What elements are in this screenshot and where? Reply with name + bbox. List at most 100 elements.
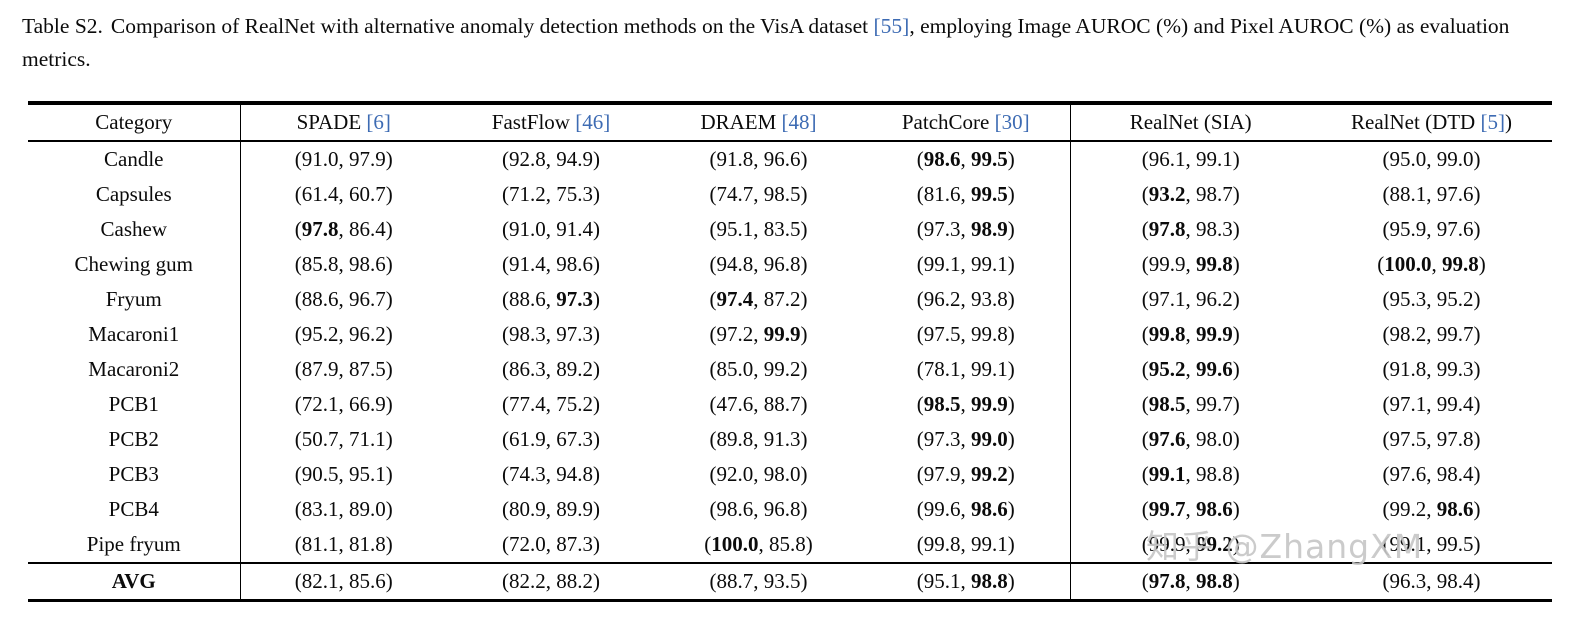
citation-ref[interactable]: [48] (781, 110, 817, 135)
value-cell: (99.1, 99.5) (1382, 532, 1481, 557)
value-cell: (99.9, 99.8) (1141, 252, 1240, 277)
value-cell: (97.4, 87.2) (709, 287, 808, 312)
pixel-auroc-value: 86.4 (349, 217, 386, 242)
value-cell: (98.5, 99.7) (1141, 392, 1240, 417)
image-auroc-value: 86.3 (509, 357, 546, 382)
image-auroc-value: 97.8 (1148, 569, 1186, 594)
category-cell: Macaroni2 (28, 352, 241, 388)
caption-text-after-ref: , employing Image AUROC (%) and Pixel AU… (22, 14, 1510, 71)
image-auroc-value: 97.5 (923, 322, 961, 347)
category-cell: Capsules (28, 177, 241, 213)
category-cell: Candle (28, 141, 241, 178)
category-cell: Chewing gum (28, 247, 241, 283)
value-cell: (96.1, 99.1) (1141, 147, 1240, 172)
column-header-label: DRAEM (700, 110, 782, 135)
value-cell: (91.8, 99.3) (1382, 357, 1481, 382)
category-cell: PCB3 (28, 457, 241, 493)
image-auroc-value: 97.8 (1148, 217, 1186, 242)
value-cell: (99.2, 98.6) (1382, 497, 1481, 522)
category-cell: Pipe fryum (28, 527, 241, 564)
pixel-auroc-value: 99.5 (1436, 532, 1474, 557)
table-caption: Table S2. Comparison of RealNet with alte… (0, 0, 1560, 75)
value-cell: (98.6, 99.5) (862, 141, 1071, 178)
pixel-auroc-value: 99.4 (1436, 392, 1474, 417)
image-auroc-value: 50.7 (301, 427, 339, 452)
image-auroc-value: 97.1 (1148, 287, 1186, 312)
category-cell: PCB1 (28, 387, 241, 423)
pixel-auroc-value: 97.6 (1436, 182, 1474, 207)
pixel-auroc-value: 99.0 (971, 427, 1008, 452)
pixel-auroc-value: 89.2 (556, 357, 593, 382)
image-auroc-value: 97.2 (716, 322, 754, 347)
table-row: PCB2 (50.7, 71.1) (61.9, 67.3) (89.8, 91.3)… (28, 422, 1552, 458)
table-row-avg: AVG (82.1, 85.6) (82.2, 88.2) (88.7, 93.5)(… (28, 562, 1552, 601)
image-auroc-value: 72.1 (301, 392, 339, 417)
citation-ref[interactable]: [30] (994, 110, 1030, 135)
category-cell: AVG (28, 562, 241, 601)
citation-ref[interactable]: [46] (575, 110, 611, 135)
pixel-auroc-value: 96.7 (349, 287, 386, 312)
value-cell: (77.4, 75.2) (502, 392, 600, 417)
value-cell: (97.5, 97.8) (1382, 427, 1481, 452)
pixel-auroc-value: 99.0 (1436, 147, 1474, 172)
value-cell: (71.2, 75.3) (502, 182, 600, 207)
value-cell: (88.1, 97.6) (1382, 182, 1481, 207)
image-auroc-value: 97.4 (716, 287, 754, 312)
value-cell: (97.3, 99.0) (862, 422, 1071, 458)
image-auroc-value: 99.8 (1148, 322, 1186, 347)
pixel-auroc-value: 99.8 (1196, 252, 1233, 277)
category-cell: Cashew (28, 212, 241, 248)
image-auroc-value: 100.0 (711, 532, 759, 557)
value-cell: (91.0, 91.4) (502, 217, 600, 242)
value-cell: (100.0, 99.8) (1377, 252, 1486, 277)
table-row: Chewing gum (85.8, 98.6) (91.4, 98.6) (94.8… (28, 247, 1552, 283)
pixel-auroc-value: 94.8 (556, 462, 593, 487)
value-cell: (97.5, 99.8) (862, 317, 1071, 353)
pixel-auroc-value: 99.6 (1196, 357, 1233, 382)
pixel-auroc-value: 97.6 (1436, 217, 1474, 242)
image-auroc-value: 82.1 (301, 569, 339, 594)
pixel-auroc-value: 96.6 (763, 147, 801, 172)
pixel-auroc-value: 87.3 (556, 532, 593, 557)
image-auroc-value: 81.1 (301, 532, 339, 557)
citation-ref[interactable]: [5] (1480, 110, 1505, 135)
column-header-label: Category (95, 110, 173, 135)
column-header-label: SPADE (296, 110, 367, 135)
pixel-auroc-value: 98.6 (556, 252, 593, 277)
pixel-auroc-value: 87.5 (349, 357, 386, 382)
image-auroc-value: 61.9 (509, 427, 546, 452)
image-auroc-value: 82.2 (509, 569, 546, 594)
image-auroc-value: 96.2 (923, 287, 961, 312)
value-cell: (97.3, 98.9) (862, 212, 1071, 248)
value-cell: (74.3, 94.8) (502, 462, 600, 487)
table-row: Cashew (97.8, 86.4) (91.0, 91.4) (95.1, 83.… (28, 212, 1552, 248)
pixel-auroc-value: 88.2 (556, 569, 593, 594)
table-row: Fryum (88.6, 96.7) (88.6, 97.3) (97.4, 87.2… (28, 282, 1552, 318)
column-header-realnet-sia: RealNet (SIA) (1070, 103, 1311, 143)
column-header-spade: SPADE [6] (240, 103, 447, 143)
pixel-auroc-value: 99.1 (971, 252, 1008, 277)
column-header-label: RealNet (DTD (1351, 110, 1481, 135)
pixel-auroc-value: 85.6 (349, 569, 386, 594)
value-cell: (98.6, 96.8) (709, 497, 808, 522)
value-cell: (87.9, 87.5) (294, 357, 393, 382)
value-cell: (95.9, 97.6) (1382, 217, 1481, 242)
value-cell: (88.6, 97.3) (502, 287, 600, 312)
table-header-row: Category SPADE [6] FastFlow [46] DRAEM [48]… (28, 103, 1552, 143)
pixel-auroc-value: 99.9 (1196, 322, 1233, 347)
pixel-auroc-value: 99.8 (1442, 252, 1479, 277)
image-auroc-value: 94.8 (716, 252, 754, 277)
pixel-auroc-value: 98.6 (1436, 497, 1474, 522)
value-cell: (97.6, 98.4) (1382, 462, 1481, 487)
pixel-auroc-value: 98.7 (1196, 182, 1233, 207)
citation-ref[interactable]: [6] (366, 110, 391, 135)
image-auroc-value: 72.0 (509, 532, 546, 557)
value-cell: (94.8, 96.8) (709, 252, 808, 277)
image-auroc-value: 95.2 (1148, 357, 1186, 382)
value-cell: (97.1, 99.4) (1382, 392, 1481, 417)
value-cell: (95.2, 99.6) (1141, 357, 1240, 382)
caption-text-before-ref: Comparison of RealNet with alternative a… (110, 14, 874, 38)
pixel-auroc-value: 87.2 (763, 287, 801, 312)
citation-ref-55[interactable]: [55] (873, 14, 910, 38)
table-row: Candle (91.0, 97.9) (92.8, 94.9) (91.8, 96.… (28, 141, 1552, 178)
